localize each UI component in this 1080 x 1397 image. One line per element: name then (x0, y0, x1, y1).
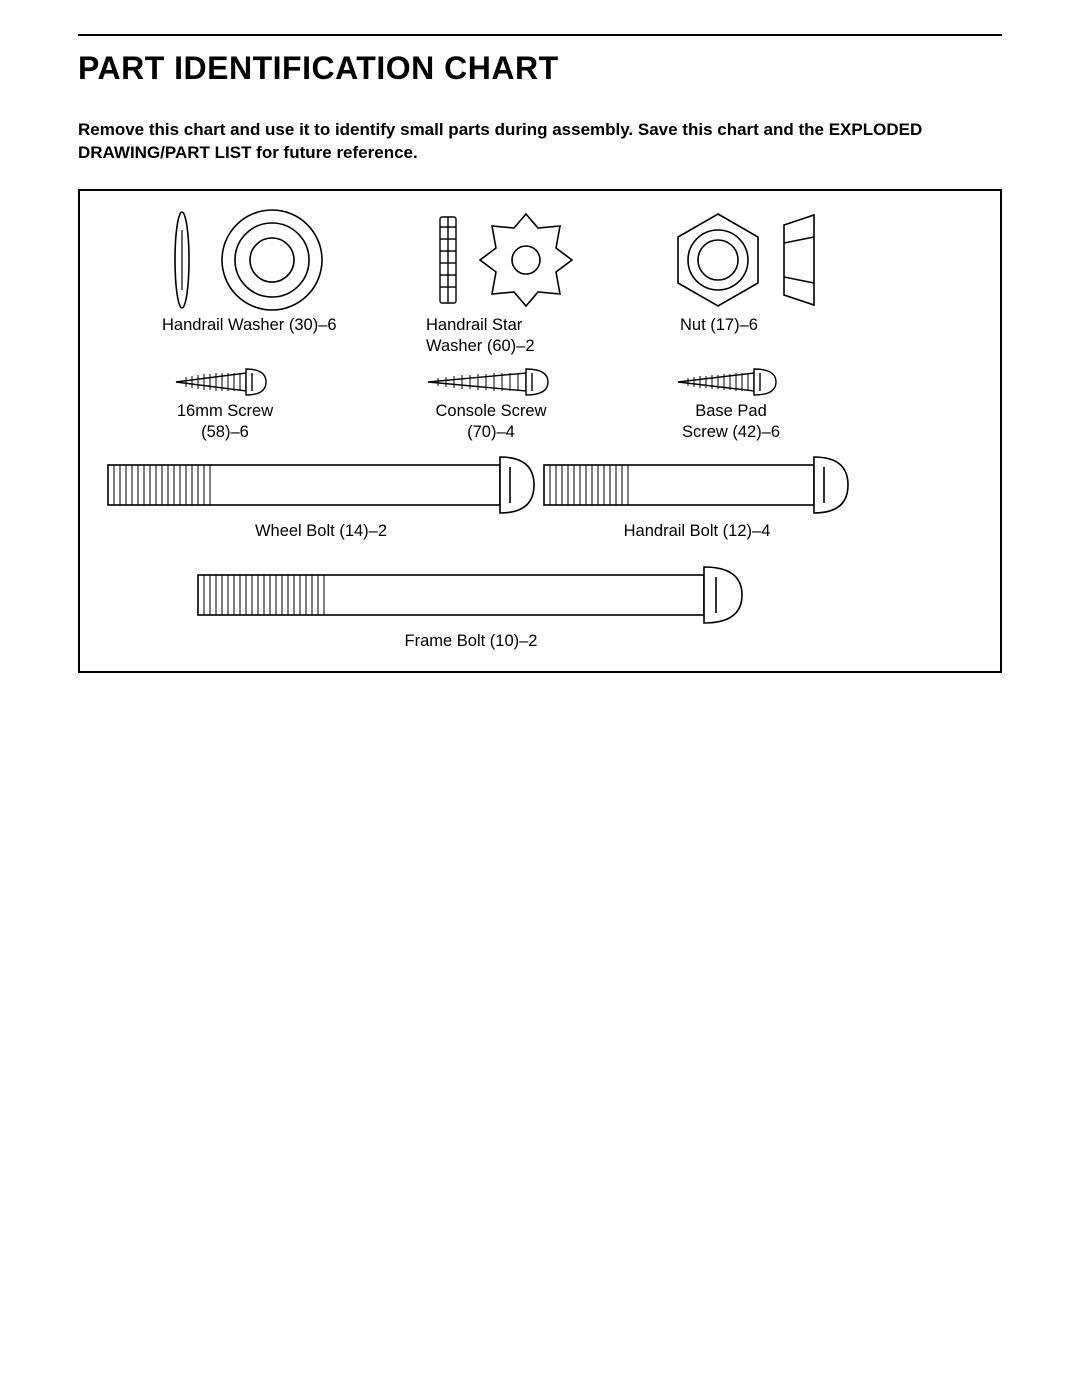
handrail-washer-icon (162, 205, 382, 315)
parts-chart: Handrail Washer (30)–6 (78, 189, 1002, 673)
screw-16mm-icon (174, 363, 294, 401)
part-handrail-bolt: Handrail Bolt (12)–4 (542, 451, 852, 542)
frame-bolt-icon (196, 561, 746, 631)
handrail-bolt-label: Handrail Bolt (12)–4 (542, 521, 852, 542)
wheel-bolt-icon (106, 451, 536, 521)
part-handrail-washer: Handrail Washer (30)–6 (162, 205, 382, 336)
part-nut: Nut (17)–6 (660, 205, 860, 336)
part-handrail-star-washer: Handrail Star Washer (60)–2 (426, 205, 596, 356)
instructions-text: Remove this chart and use it to identify… (78, 119, 1002, 165)
handrail-star-washer-label: Handrail Star Washer (60)–2 (426, 315, 596, 356)
base-pad-screw-icon (676, 363, 796, 401)
handrail-washer-label: Handrail Washer (30)–6 (162, 315, 382, 336)
wheel-bolt-label: Wheel Bolt (14)–2 (106, 521, 536, 542)
nut-label: Nut (17)–6 (680, 315, 860, 336)
part-16mm-screw: 16mm Screw (58)–6 (174, 363, 294, 442)
part-console-screw: Console Screw (70)–4 (426, 363, 566, 442)
top-rule (78, 34, 1002, 36)
part-wheel-bolt: Wheel Bolt (14)–2 (106, 451, 536, 542)
handrail-star-washer-icon (426, 205, 596, 315)
page: PART IDENTIFICATION CHART Remove this ch… (0, 0, 1080, 673)
console-screw-label: Console Screw (70)–4 (426, 401, 556, 442)
handrail-bolt-icon (542, 451, 852, 521)
base-pad-screw-label: Base Pad Screw (42)–6 (676, 401, 786, 442)
frame-bolt-label: Frame Bolt (10)–2 (196, 631, 746, 652)
console-screw-icon (426, 363, 566, 401)
screw-16mm-label: 16mm Screw (58)–6 (170, 401, 280, 442)
nut-icon (660, 205, 860, 315)
part-base-pad-screw: Base Pad Screw (42)–6 (676, 363, 796, 442)
page-title: PART IDENTIFICATION CHART (78, 50, 1002, 87)
part-frame-bolt: Frame Bolt (10)–2 (196, 561, 746, 652)
